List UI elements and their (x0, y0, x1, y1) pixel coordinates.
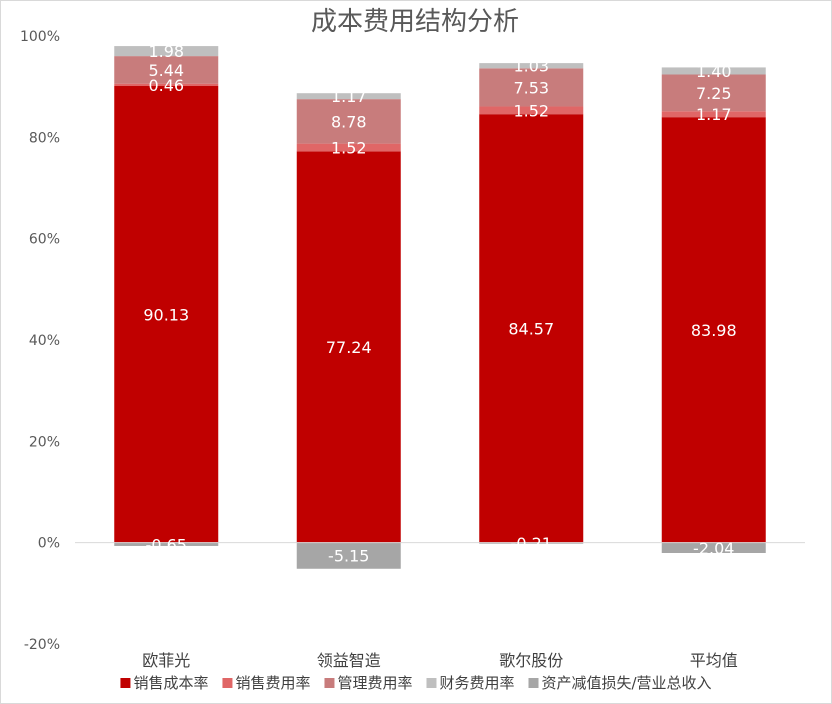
x-tick-label: 平均值 (690, 651, 738, 670)
data-label: -5.15 (328, 547, 369, 566)
chart-title: 成本费用结构分析 (311, 7, 519, 37)
data-labels-group: 90.13 0.465.441.98 -0.65 77.24 1.52 8.78 1.17 -… (143, 42, 736, 566)
bar-segment (479, 63, 584, 69)
y-tick-label: 60% (29, 232, 60, 248)
bar-segment (661, 74, 766, 112)
bar-segment (661, 117, 766, 543)
data-label: 84.57 (508, 319, 554, 338)
legend: 销售成本率 销售费用率 管理费用率 财务费用率 资产减值损失/营业总收入 (120, 674, 712, 692)
y-axis: 100% 80% 60% 40% 20% 0% -20% (20, 29, 60, 653)
data-label: 1.98 (148, 42, 184, 61)
data-label: 1.17 (331, 87, 367, 106)
bar-segment (296, 542, 401, 569)
legend-swatch (528, 678, 539, 688)
bar-segment (479, 542, 584, 544)
legend-swatch (222, 678, 233, 688)
bar-segment (114, 542, 219, 546)
data-label: 1.52 (331, 138, 367, 157)
bar-segment (479, 106, 584, 115)
bar-segment (296, 93, 401, 100)
y-tick-label: 0% (38, 536, 60, 552)
bar-segment (114, 86, 219, 543)
data-label: 1.52 (513, 101, 549, 120)
data-label: 5.44 (148, 61, 184, 80)
legend-swatch (324, 678, 335, 688)
bar-segment (296, 99, 401, 144)
data-label: 1.17 (696, 105, 732, 124)
bar-segment (661, 67, 766, 75)
bar-segment (479, 68, 584, 107)
y-tick-label: 80% (29, 130, 60, 146)
bar-segment (661, 542, 766, 554)
bar-segment (114, 56, 219, 84)
legend-swatch (120, 678, 131, 688)
data-label: -2.04 (693, 539, 734, 558)
x-axis: 欧菲光 领益智造 歌尔股份 平均值 (142, 651, 738, 670)
bar-segment (114, 83, 219, 87)
y-tick-label: -20% (24, 637, 60, 653)
x-tick-label: 领益智造 (317, 651, 381, 670)
data-label: 7.53 (513, 78, 549, 97)
bar-segment (114, 46, 219, 57)
data-label: 7.25 (696, 84, 732, 103)
data-label: 0.46 (148, 76, 184, 95)
data-label: -0.65 (146, 535, 187, 554)
legend-label: 资产减值损失/营业总收入 (542, 674, 712, 692)
legend-label: 销售成本率 (133, 674, 208, 692)
data-label: 8.78 (331, 112, 367, 131)
data-label: 1.03 (513, 57, 549, 76)
data-label: 1.40 (696, 62, 732, 81)
data-label: -0.21 (511, 534, 552, 553)
data-label: 77.24 (326, 338, 372, 357)
legend-label: 财务费用率 (439, 674, 514, 692)
legend-swatch (426, 678, 437, 688)
x-tick-label: 歌尔股份 (499, 651, 563, 670)
bar-segment (661, 111, 766, 118)
bar-segment (296, 151, 401, 543)
data-label: 83.98 (691, 321, 737, 340)
y-tick-label: 40% (29, 333, 60, 349)
x-tick-label: 欧菲光 (142, 651, 190, 670)
bar-segment (479, 114, 584, 543)
legend-label: 销售费用率 (235, 674, 310, 692)
y-tick-label: 100% (20, 29, 60, 45)
data-label: 90.13 (143, 305, 189, 324)
y-tick-label: 20% (29, 434, 60, 450)
bars-group (114, 46, 766, 569)
legend-label: 管理费用率 (337, 674, 412, 692)
bar-segment (296, 143, 401, 152)
